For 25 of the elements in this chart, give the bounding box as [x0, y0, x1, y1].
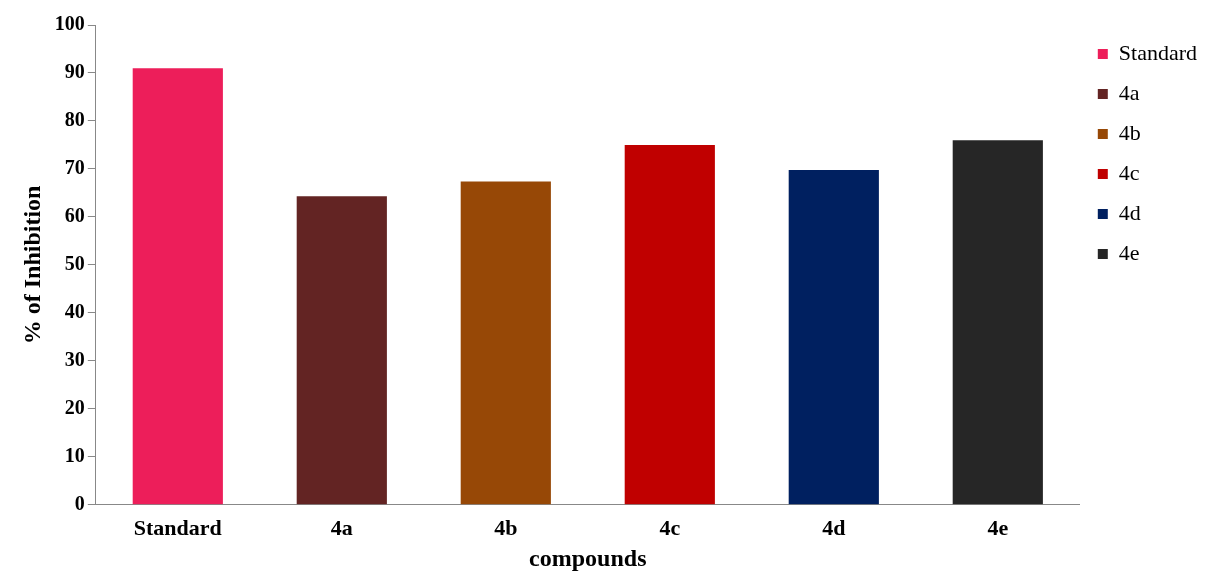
y-tick-label: 60 — [64, 204, 85, 227]
x-tick-label: 4d — [822, 514, 846, 540]
legend-label: 4c — [1118, 159, 1140, 185]
x-tick-label: 4e — [987, 514, 1009, 540]
x-tick-label: 4a — [330, 514, 353, 540]
y-tick-label: 80 — [64, 108, 85, 131]
y-tick-label: 90 — [64, 60, 85, 83]
legend-label: 4e — [1118, 239, 1140, 265]
x-axis-title: compounds — [529, 544, 647, 571]
x-tick-label: 4c — [659, 514, 681, 540]
legend-label: 4d — [1118, 199, 1141, 225]
y-tick-label: 70 — [64, 156, 85, 179]
x-tick-label: Standard — [133, 514, 222, 540]
y-tick-label: 10 — [64, 443, 85, 466]
y-tick-label: 40 — [64, 300, 85, 323]
legend-label: Standard — [1118, 39, 1197, 65]
y-axis-title: % of Inhibition — [18, 185, 45, 345]
y-tick-label: 20 — [64, 396, 85, 419]
x-tick-label: 4b — [494, 514, 518, 540]
y-tick-label: 30 — [64, 348, 85, 371]
y-tick-label: 100 — [54, 12, 85, 35]
y-tick-label: 50 — [64, 252, 85, 275]
y-tick-label: 0 — [74, 491, 85, 514]
legend-label: 4a — [1118, 79, 1140, 105]
legend-label: 4b — [1118, 119, 1141, 145]
